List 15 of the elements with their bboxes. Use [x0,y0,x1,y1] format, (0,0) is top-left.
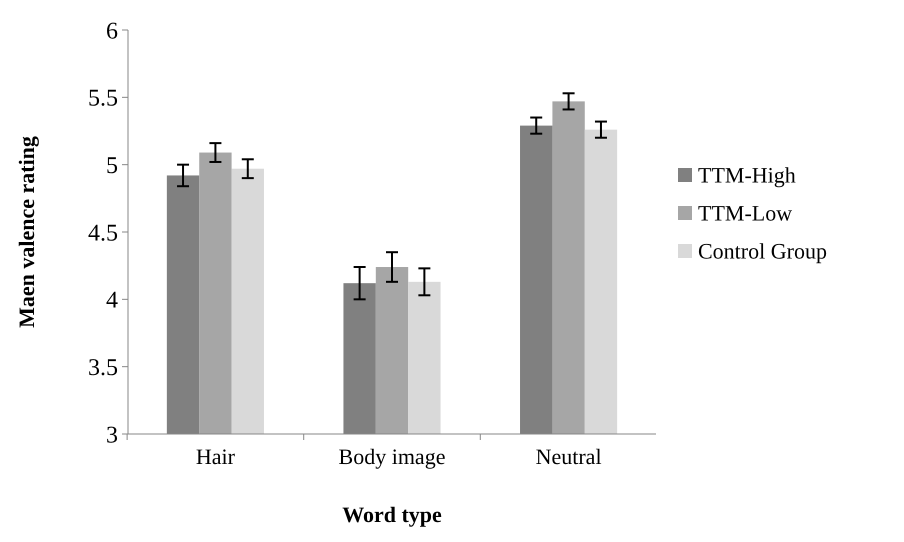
x-tick-label: Body image [338,444,446,469]
y-tick-label: 4 [106,288,118,314]
legend-label: TTM-Low [698,200,792,226]
y-tick-label: 5.5 [88,86,118,112]
legend-label: Control Group [698,238,827,264]
y-axis-title: Maen valence rating [14,136,39,328]
x-tick-label: Neutral [536,444,602,469]
y-tick-label: 6 [106,18,118,44]
legend-label: TTM-High [698,162,796,188]
y-tick-label: 3 [106,422,118,448]
y-tick-label: 4.5 [88,220,118,246]
y-tick-label: 3.5 [88,355,118,382]
x-axis-title: Word type [342,502,442,527]
y-tick-label: 5 [106,153,118,180]
x-tick-label: Hair [196,444,236,469]
